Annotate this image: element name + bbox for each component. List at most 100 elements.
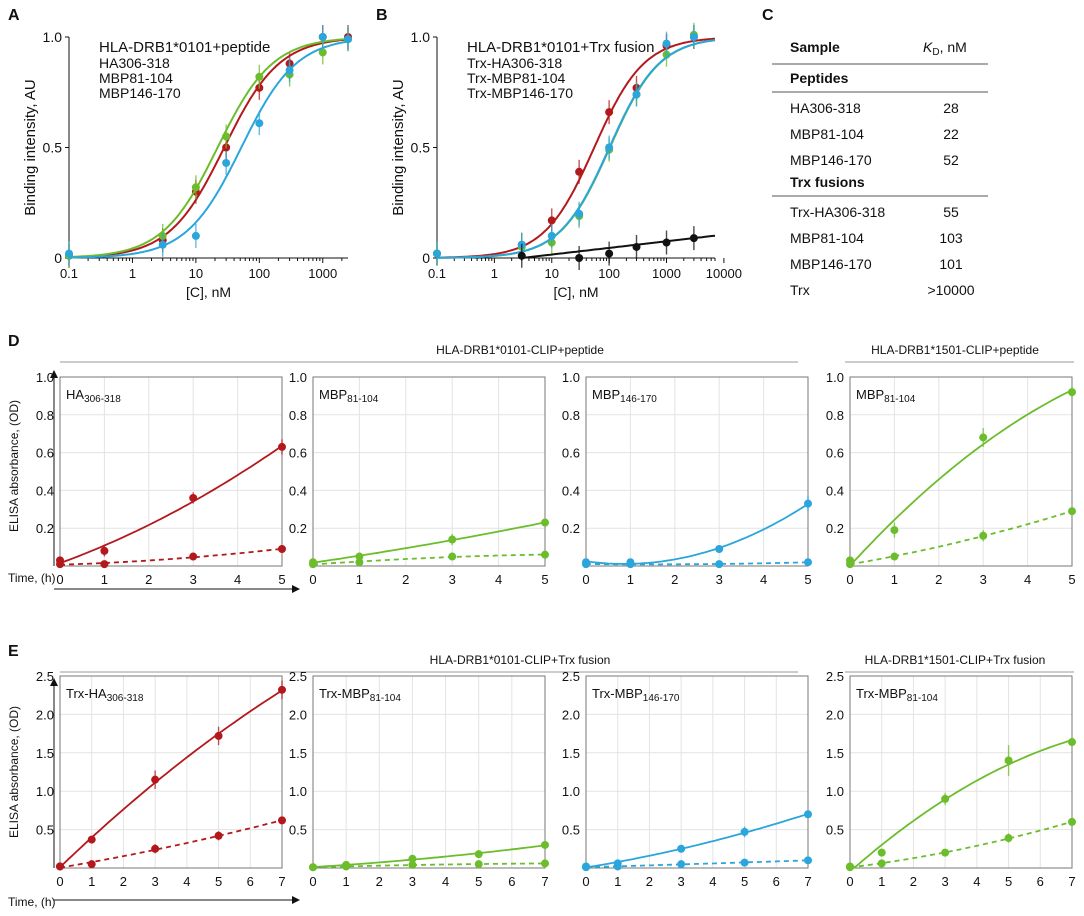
legend-entry: Trx-HA306-318 (467, 55, 562, 71)
data-point (547, 231, 556, 240)
x-tick-label: 7 (278, 874, 285, 889)
x-tick-label: 100 (598, 266, 620, 281)
elisa-chart: 0 1 2 3 4 5 6 7 0.5 1.0 1.5 2.0 2.5 Trx-HA306-318 (36, 669, 286, 889)
data-point (318, 33, 327, 41)
data-point (222, 132, 231, 141)
y-tick-label: 2.0 (562, 707, 580, 722)
d-x-axis-label: Time, (h) (8, 571, 56, 585)
x-tick-label: 0 (56, 874, 63, 889)
elisa-chart: 0 1 2 3 4 5 6 7 0.5 1.0 1.5 2.0 2.5 Trx-MBP146-170 (562, 669, 812, 889)
data-point (448, 552, 457, 561)
y-tick-label: 0.2 (562, 521, 580, 536)
data-point (1004, 756, 1013, 765)
panel-letter-c: C (762, 7, 774, 24)
data-point (517, 251, 526, 260)
data-point (474, 850, 483, 859)
y-tick-label: 0 (54, 250, 62, 266)
x-tick-label: 3 (190, 572, 197, 587)
y-tick-label: 0.4 (289, 483, 307, 498)
y-tick-label: 0.6 (826, 446, 844, 461)
data-point (677, 844, 686, 853)
fit-line-dashed (585, 859, 809, 869)
data-point (1068, 738, 1076, 747)
y-tick-label: 0.5 (826, 823, 844, 838)
data-point (433, 249, 441, 258)
x-tick-label: 7 (804, 874, 811, 889)
x-tick-label: 4 (1024, 572, 1031, 587)
fit-line-solid (59, 689, 283, 868)
y-axis-label: Binding intensity, AU (22, 79, 39, 215)
data-point (877, 859, 886, 868)
label-subscript: 81-104 (347, 394, 379, 405)
x-tick-label: 3 (980, 572, 987, 587)
data-point (278, 816, 286, 825)
panel-inner-label: Trx-HA306-318 (66, 686, 144, 704)
fit-line-dashed (849, 820, 1073, 869)
x-tick-label: 0 (582, 572, 589, 587)
y-tick-label: 1.0 (826, 370, 844, 385)
data-point (278, 685, 286, 694)
label-main: MBP (319, 387, 347, 402)
x-tick-label: 3 (449, 572, 456, 587)
x-tick-label: 1 (88, 874, 95, 889)
data-point (626, 560, 635, 569)
data-point (662, 39, 671, 48)
legend-entry: HA306-318 (99, 55, 170, 71)
label-main: MBP (856, 387, 884, 402)
data-point (344, 35, 352, 44)
data-point (715, 544, 724, 553)
data-point (318, 48, 327, 57)
fit-line-solid (312, 521, 546, 564)
y-tick-label: 0.6 (289, 446, 307, 461)
panel-inner-label: Trx-MBP81-104 (319, 686, 401, 704)
x-tick-label: 1 (101, 572, 108, 587)
y-tick-label: 1.0 (411, 29, 431, 45)
data-point (575, 167, 584, 176)
plot-frame (585, 376, 809, 567)
data-point (100, 546, 109, 555)
x-tick-label: 4 (234, 572, 241, 587)
y-tick-label: 0.4 (562, 483, 580, 498)
x-tick-label: 5 (215, 874, 222, 889)
x-tick-label: 0 (582, 874, 589, 889)
table-cell-sample: MBP81-104 (790, 126, 864, 142)
y-tick-label: 0.2 (36, 521, 54, 536)
label-main: Trx-MBP (319, 686, 370, 701)
fit-line-solid (849, 739, 1073, 869)
data-point (191, 231, 200, 240)
data-point (255, 72, 264, 81)
legend-entry: Trx-MBP81-104 (467, 70, 566, 86)
x-tick-label: 4 (973, 874, 980, 889)
panel-inner-label: HA306-318 (66, 387, 121, 405)
x-tick-label: 0 (846, 572, 853, 587)
x-tick-label: 4 (442, 874, 449, 889)
fit-curve-Trx (521, 234, 716, 259)
y-tick-label: 0.5 (289, 823, 307, 838)
x-tick-label: 7 (1068, 874, 1075, 889)
x-tick-label: 1 (491, 266, 498, 281)
x-tick-label: 1000 (308, 266, 337, 281)
data-point (632, 90, 641, 99)
data-point (575, 254, 584, 262)
legend-entry: MBP146-170 (99, 85, 181, 101)
x-tick-label: 2 (646, 874, 653, 889)
data-point (222, 158, 231, 167)
x-tick-label: 2 (376, 874, 383, 889)
data-point (662, 238, 671, 247)
table-cell-kd: 103 (939, 230, 963, 246)
data-point (740, 827, 749, 836)
y-tick-label: 2.5 (562, 669, 580, 684)
data-point (979, 531, 988, 540)
panel-inner-label: Trx-MBP81-104 (856, 686, 938, 704)
panel-inner-label: MBP81-104 (856, 387, 916, 405)
y-tick-label: 1.0 (289, 784, 307, 799)
table-cell-kd: 52 (943, 152, 959, 168)
data-point (979, 433, 988, 442)
data-point (214, 731, 223, 740)
panel-inner-label: Trx-MBP146-170 (592, 686, 680, 704)
x-tick-label: 5 (804, 572, 811, 587)
y-tick-label: 0.5 (36, 823, 54, 838)
x-tick-label: 4 (709, 874, 716, 889)
data-point (100, 560, 109, 569)
table-cell-sample: Trx (790, 282, 810, 298)
